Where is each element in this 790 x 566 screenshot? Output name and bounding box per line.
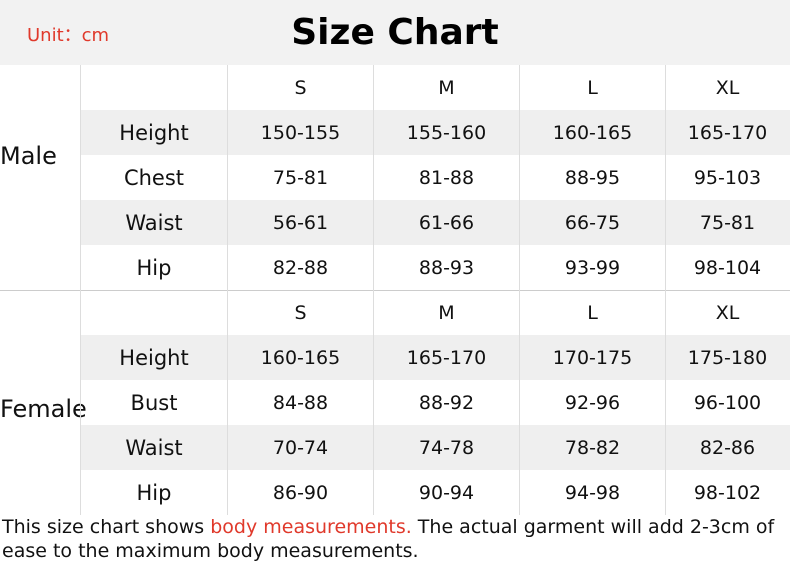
table-cell: 98-104: [665, 245, 789, 290]
page-title: Size Chart: [291, 12, 499, 53]
row-label: Waist: [80, 200, 227, 245]
header: Unit：cm Size Chart: [0, 0, 790, 65]
table-row: Hip 86-90 90-94 94-98 98-102: [80, 470, 790, 515]
table-row: Chest 75-81 81-88 88-95 95-103: [80, 155, 790, 200]
table-cell: 82-88: [227, 245, 373, 290]
table-cell: 84-88: [227, 380, 373, 425]
table-cell: 160-165: [227, 335, 373, 380]
size-header-m: M: [373, 65, 519, 110]
table-cell: 92-96: [519, 380, 665, 425]
size-header-xl: XL: [665, 290, 789, 335]
table-row: Height 150-155 155-160 160-165 165-170: [80, 110, 790, 155]
table-cell: 81-88: [373, 155, 519, 200]
table-cell: 61-66: [373, 200, 519, 245]
table-cell: 70-74: [227, 425, 373, 470]
table-cell: 175-180: [665, 335, 789, 380]
table-cell: 93-99: [519, 245, 665, 290]
table-cell: 95-103: [665, 155, 789, 200]
empty-cell: [80, 65, 227, 110]
size-header-s: S: [227, 65, 373, 110]
section-divider: [0, 290, 790, 291]
table-cell: 88-92: [373, 380, 519, 425]
row-label: Height: [80, 335, 227, 380]
table-cell: 150-155: [227, 110, 373, 155]
table-cell: 88-95: [519, 155, 665, 200]
row-label: Height: [80, 110, 227, 155]
row-label: Hip: [80, 245, 227, 290]
table-cell: 165-170: [373, 335, 519, 380]
empty-cell: [80, 290, 227, 335]
table-row: Waist 70-74 74-78 78-82 82-86: [80, 425, 790, 470]
size-header-m: M: [373, 290, 519, 335]
table-row: Height 160-165 165-170 170-175 175-180: [80, 335, 790, 380]
row-label: Bust: [80, 380, 227, 425]
male-label: Male: [0, 142, 57, 170]
row-label: Waist: [80, 425, 227, 470]
female-label: Female: [0, 395, 87, 423]
table-cell: 160-165: [519, 110, 665, 155]
table-cell: 78-82: [519, 425, 665, 470]
table-cell: 75-81: [665, 200, 789, 245]
row-label: Chest: [80, 155, 227, 200]
table-cell: 155-160: [373, 110, 519, 155]
footer-prefix: This size chart shows: [2, 516, 211, 538]
table-cell: 98-102: [665, 470, 789, 515]
footer-highlight: body measurements.: [210, 516, 412, 538]
table-cell: 56-61: [227, 200, 373, 245]
footer-note: This size chart shows body measurements.…: [0, 515, 790, 563]
table-cell: 86-90: [227, 470, 373, 515]
size-header-row: S M L XL: [80, 65, 790, 110]
table-cell: 94-98: [519, 470, 665, 515]
table-cell: 88-93: [373, 245, 519, 290]
size-header-row: S M L XL: [80, 290, 790, 335]
size-header-s: S: [227, 290, 373, 335]
table-row: Hip 82-88 88-93 93-99 98-104: [80, 245, 790, 290]
table-cell: 75-81: [227, 155, 373, 200]
table-cell: 96-100: [665, 380, 789, 425]
unit-label: Unit：cm: [27, 25, 110, 46]
size-header-l: L: [519, 65, 665, 110]
size-header-l: L: [519, 290, 665, 335]
table-cell: 82-86: [665, 425, 789, 470]
table-cell: 165-170: [665, 110, 789, 155]
female-section: Female S M L XL Height 160-165 165-170 170-175 17…: [0, 290, 790, 515]
table-row: Waist 56-61 61-66 66-75 75-81: [80, 200, 790, 245]
table-cell: 74-78: [373, 425, 519, 470]
table-row: Bust 84-88 88-92 92-96 96-100: [80, 380, 790, 425]
male-section: Male S M L XL Height 150-155 155-160 160-165 165-…: [0, 65, 790, 290]
row-label: Hip: [80, 470, 227, 515]
size-header-xl: XL: [665, 65, 789, 110]
footer-suffix: The actual garment will add 2-3cm of eas…: [2, 516, 775, 562]
table-cell: 90-94: [373, 470, 519, 515]
table-cell: 66-75: [519, 200, 665, 245]
table-cell: 170-175: [519, 335, 665, 380]
